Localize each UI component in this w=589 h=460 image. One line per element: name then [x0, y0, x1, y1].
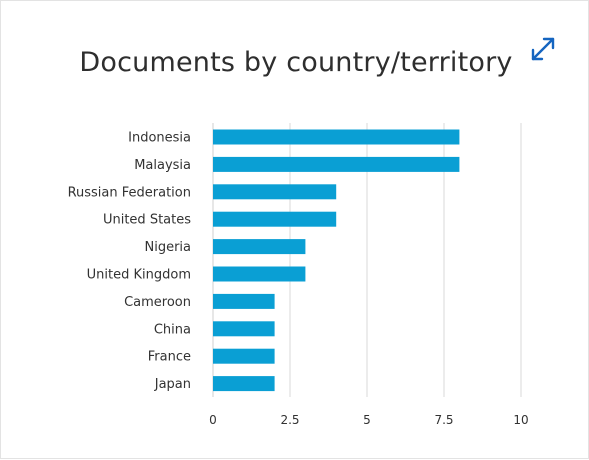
- category-label-7: China: [154, 322, 191, 337]
- bar-7: [213, 321, 275, 337]
- category-label-8: France: [148, 350, 191, 365]
- x-tick-label-3: 7.5: [434, 413, 453, 427]
- category-label-3: United States: [103, 213, 191, 228]
- category-label-2: Russian Federation: [68, 185, 191, 200]
- bar-2: [213, 184, 337, 200]
- bar-3: [213, 211, 337, 227]
- category-label-9: Japan: [154, 377, 191, 392]
- x-tick-label-0: 0: [209, 413, 217, 427]
- x-tick-label-2: 5: [363, 413, 371, 427]
- category-label-4: Nigeria: [144, 240, 191, 255]
- category-label-6: Cameroon: [124, 295, 191, 310]
- chart-title: Documents by country/territory: [79, 47, 513, 78]
- bar-5: [213, 266, 306, 282]
- bar-6: [213, 293, 275, 309]
- category-label-1: Malaysia: [134, 158, 191, 173]
- expand-arrows-icon[interactable]: [529, 35, 557, 63]
- x-tick-label-1: 2.5: [280, 413, 299, 427]
- bar-8: [213, 348, 275, 364]
- x-tick-label-4: 10: [513, 413, 528, 427]
- category-label-5: United Kingdom: [87, 268, 191, 283]
- bar-9: [213, 376, 275, 392]
- bar-0: [213, 129, 460, 145]
- bar-1: [213, 156, 460, 172]
- bar-4: [213, 239, 306, 255]
- category-label-0: Indonesia: [128, 131, 191, 146]
